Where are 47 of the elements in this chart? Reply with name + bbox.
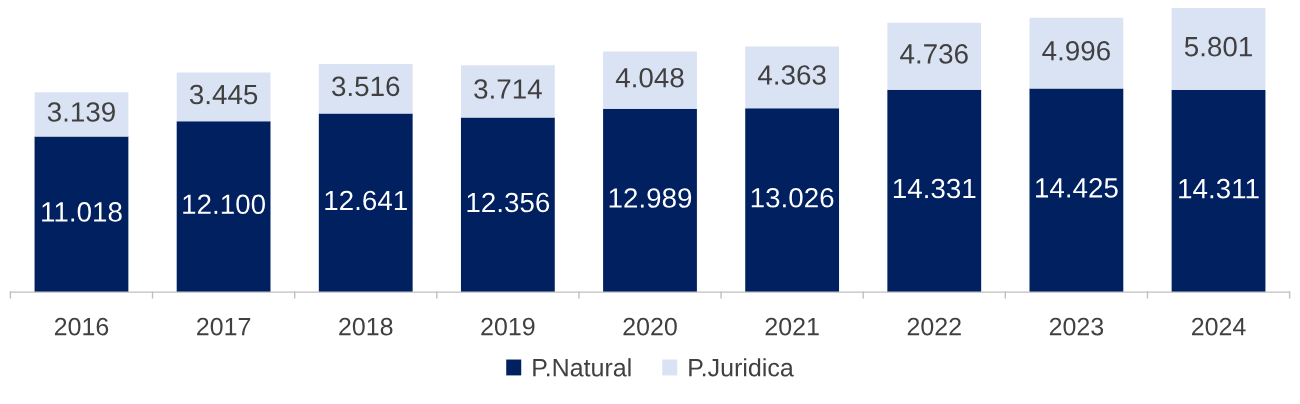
data-label: 14.425 — [1036, 178, 1118, 198]
bar — [460, 117, 555, 293]
bar — [603, 108, 697, 293]
bar — [34, 136, 129, 293]
bar — [603, 51, 697, 109]
data-label: 12.989 — [609, 188, 692, 208]
data-label: 3.445 — [189, 84, 258, 105]
bar — [176, 121, 271, 293]
bar — [176, 72, 271, 122]
data-label: 4.363 — [758, 65, 826, 85]
bar — [1029, 17, 1124, 89]
x-tick-label: 2017 — [197, 317, 251, 336]
x-tick-label: 2019 — [481, 317, 535, 336]
legend-label: P.Natural — [533, 358, 631, 377]
data-label: 13.026 — [751, 187, 834, 208]
data-label: 11.018 — [42, 202, 122, 222]
data-label: 5.801 — [1184, 36, 1252, 57]
bar — [887, 22, 982, 90]
data-label: 4.736 — [900, 44, 968, 64]
bar — [745, 108, 840, 293]
bar — [1171, 8, 1266, 91]
x-tick-label: 2023 — [1049, 317, 1104, 336]
x-tick-label: 2022 — [907, 317, 961, 336]
data-label: 14.331 — [893, 178, 976, 199]
bar — [318, 113, 413, 293]
bar — [887, 89, 982, 293]
data-label: 12.356 — [467, 192, 550, 213]
x-tick-label: 2016 — [54, 317, 109, 336]
bar — [460, 65, 555, 118]
data-label: 4.048 — [615, 67, 684, 88]
data-label: 3.516 — [332, 76, 400, 97]
legend-label: P.Juridica — [689, 358, 794, 377]
data-label: 3.139 — [47, 102, 115, 122]
bar — [1171, 90, 1266, 293]
bar — [318, 63, 413, 114]
x-tick-label: 2018 — [339, 317, 393, 336]
x-tick-label: 2024 — [1191, 317, 1246, 336]
data-label: 14.311 — [1179, 178, 1259, 199]
bar — [34, 92, 129, 137]
data-label: 3.714 — [474, 79, 542, 99]
data-label: 4.996 — [1042, 40, 1110, 61]
data-label: 12.641 — [325, 190, 407, 211]
bar — [745, 46, 840, 109]
data-label: 12.100 — [183, 194, 265, 215]
bar — [1029, 88, 1124, 293]
x-tick-label: 2020 — [623, 317, 677, 336]
x-tick-label: 2021 — [765, 317, 819, 336]
